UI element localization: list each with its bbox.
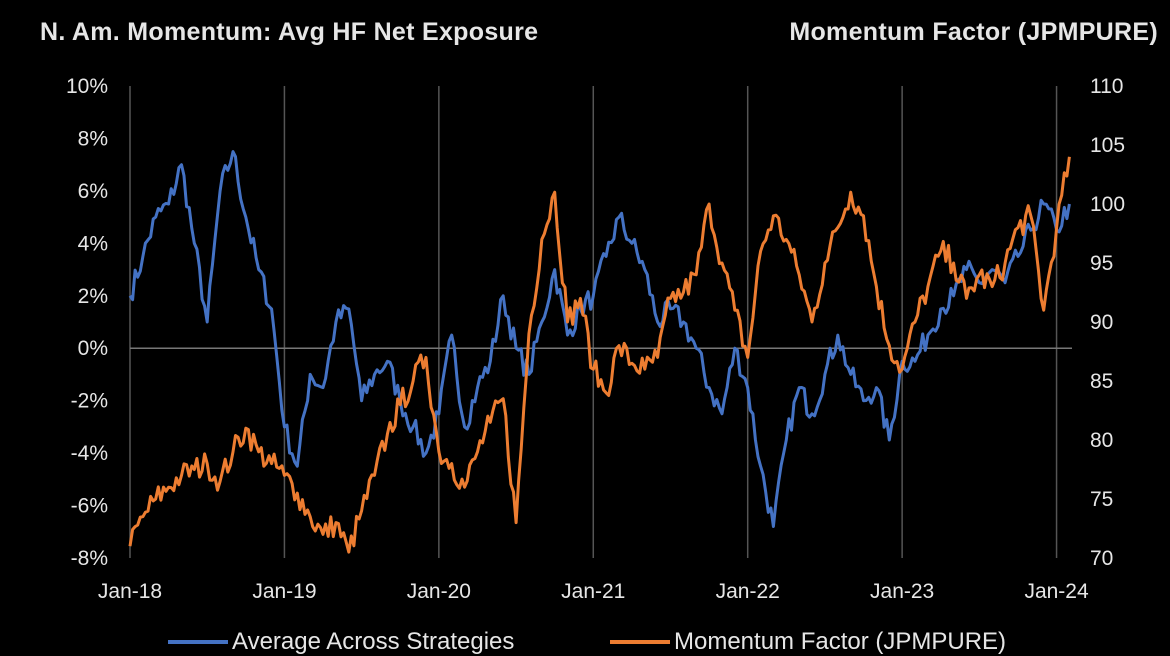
series-line-momentum xyxy=(128,156,1071,554)
series-layer xyxy=(128,150,1071,554)
left-tick-label: 0% xyxy=(78,337,108,360)
right-axis-title: Momentum Factor (JPMPURE) xyxy=(789,18,1158,46)
legend-item-momentum: Momentum Factor (JPMPURE) xyxy=(610,628,1006,656)
left-tick-label: -4% xyxy=(71,442,108,465)
x-axis-ticks: Jan-18 Jan-19 Jan-20 Jan-21 Jan-22 Jan-23 Jan-… xyxy=(98,580,1089,603)
right-tick-label: 75 xyxy=(1090,488,1113,511)
x-tick-label: Jan-19 xyxy=(252,580,316,603)
right-tick-label: 105 xyxy=(1090,134,1125,157)
series-line-average xyxy=(128,150,1071,528)
chart-title: N. Am. Momentum: Avg HF Net Exposure xyxy=(40,18,539,46)
left-tick-label: 2% xyxy=(78,285,108,308)
right-tick-label: 85 xyxy=(1090,370,1113,393)
legend-swatch-average xyxy=(168,640,228,644)
right-tick-label: 100 xyxy=(1090,193,1125,216)
x-tick-label: Jan-24 xyxy=(1024,580,1089,603)
left-tick-label: -6% xyxy=(71,495,108,518)
legend-label-momentum: Momentum Factor (JPMPURE) xyxy=(674,628,1007,655)
right-tick-label: 90 xyxy=(1090,311,1113,334)
left-tick-label: 8% xyxy=(78,127,108,150)
x-tick-label: Jan-22 xyxy=(716,580,780,603)
legend-swatch-momentum xyxy=(610,640,670,644)
left-axis-ticks: 10% 8% 6% 4% 2% 0% -2% -4% -6% -8% xyxy=(66,75,108,570)
x-tick-label: Jan-18 xyxy=(98,580,162,603)
left-tick-label: -8% xyxy=(71,547,108,570)
right-tick-label: 80 xyxy=(1090,429,1113,452)
legend-item-average: Average Across Strategies xyxy=(168,628,514,656)
chart-canvas: 10% 8% 6% 4% 2% 0% -2% -4% -6% -8% 110 105 100 95 90 8… xyxy=(66,75,1125,603)
right-tick-label: 110 xyxy=(1090,75,1123,98)
x-tick-label: Jan-21 xyxy=(561,580,625,603)
left-tick-label: 6% xyxy=(78,180,108,203)
left-tick-label: -2% xyxy=(71,390,108,413)
left-tick-label: 10% xyxy=(66,75,108,98)
grid-lines xyxy=(129,86,1058,558)
right-tick-label: 70 xyxy=(1090,547,1113,570)
right-axis-ticks: 110 105 100 95 90 85 80 75 70 xyxy=(1090,75,1125,570)
x-tick-label: Jan-20 xyxy=(407,580,471,603)
legend-label-average: Average Across Strategies xyxy=(232,628,515,655)
right-tick-label: 95 xyxy=(1090,252,1113,275)
legend: Average Across Strategies Momentum Facto… xyxy=(0,628,1170,656)
x-tick-label: Jan-23 xyxy=(870,580,934,603)
left-tick-label: 4% xyxy=(78,232,108,255)
